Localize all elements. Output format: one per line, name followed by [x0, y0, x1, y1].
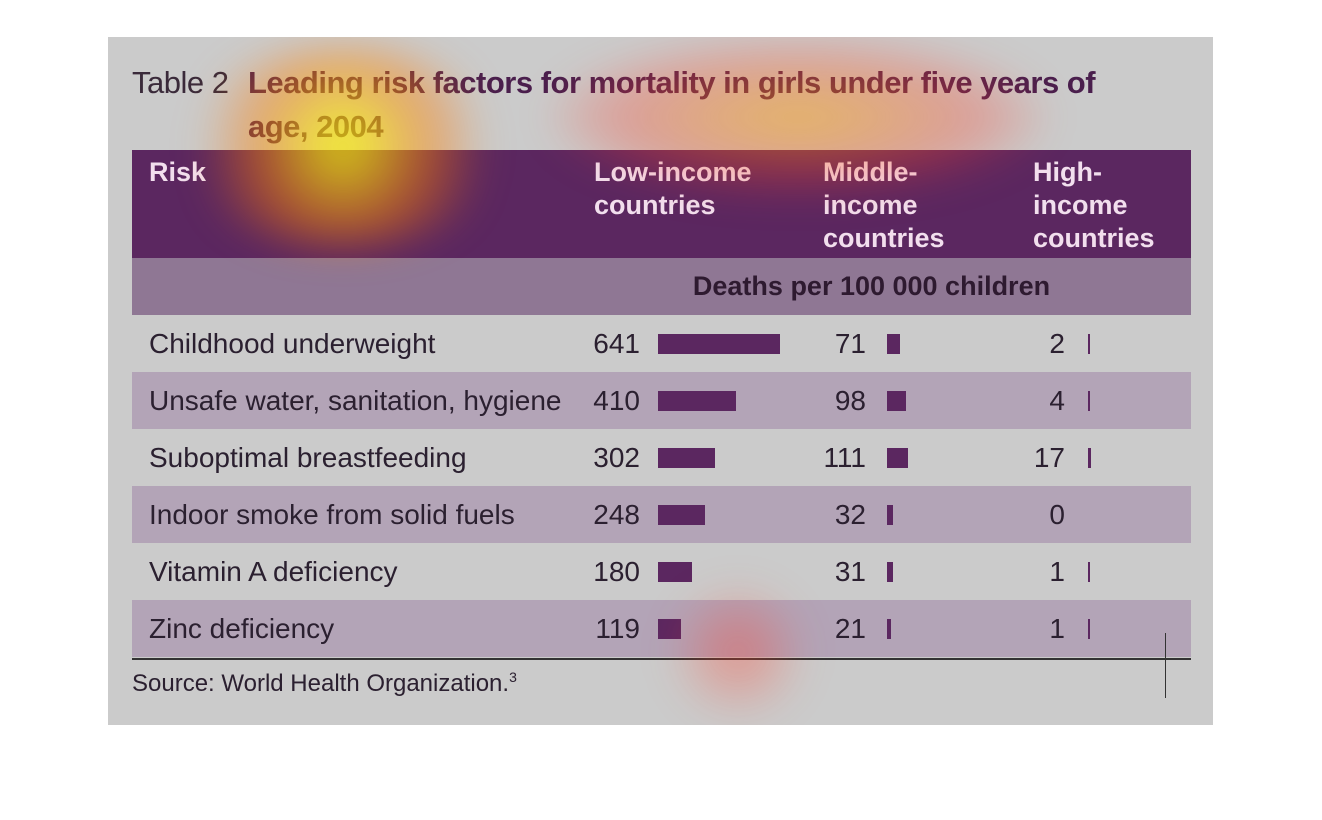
value-bar — [658, 334, 780, 354]
table-row: Indoor smoke from solid fuels 248 32 0 — [132, 486, 1191, 543]
risk-label: Vitamin A deficiency — [149, 556, 398, 587]
risk-label: Childhood underweight — [149, 328, 436, 359]
unit-row: Deaths per 100 000 children — [132, 258, 1191, 315]
value-cell: 1 — [1049, 613, 1065, 644]
table-row: Suboptimal breastfeeding 302 111 17 — [132, 429, 1191, 486]
risk-label: Suboptimal breastfeeding — [149, 442, 467, 473]
table-row: Childhood underweight 641 71 2 — [132, 315, 1191, 372]
header-row: Risk Low-income countries Middle-income co… — [132, 150, 1191, 258]
value-cell: 248 — [593, 499, 640, 530]
table-title: Leading risk factors for mortality in gi… — [248, 65, 1096, 144]
value-bar — [1088, 619, 1090, 639]
value-bar — [887, 619, 891, 639]
table-row: Zinc deficiency 119 21 1 — [132, 600, 1191, 657]
value-cell: 641 — [593, 328, 640, 359]
value-bar — [887, 448, 909, 468]
value-cell: 17 — [1033, 442, 1065, 473]
value-bar — [887, 391, 906, 411]
column-header: Risk — [149, 157, 207, 187]
value-cell: 111 — [823, 442, 866, 473]
value-bar — [887, 334, 901, 354]
value-bar — [1088, 562, 1090, 582]
value-cell: 31 — [834, 556, 866, 587]
value-cell: 0 — [1049, 499, 1065, 530]
value-bar — [1088, 391, 1090, 411]
value-cell: 98 — [834, 385, 866, 416]
column-header: Low-income countries — [594, 157, 752, 220]
value-cell: 180 — [593, 556, 640, 587]
value-bar — [658, 448, 716, 468]
risk-label: Unsafe water, sanitation, hygiene — [149, 385, 562, 416]
risk-label: Indoor smoke from solid fuels — [149, 499, 515, 530]
value-bar — [887, 505, 894, 525]
table-panel: Table 2 Leading risk factors for mortali… — [108, 37, 1213, 725]
value-bar — [887, 562, 893, 582]
value-cell: 71 — [834, 328, 866, 359]
value-cell: 21 — [834, 613, 866, 644]
column-header: Middle-income countries — [823, 157, 945, 253]
cursor-line — [1165, 633, 1166, 698]
table-label: Table 2 — [132, 65, 229, 100]
value-bar — [658, 619, 681, 639]
column-header: High-income countries — [1033, 157, 1155, 253]
value-cell: 32 — [834, 499, 866, 530]
value-bar — [658, 391, 736, 411]
value-bar — [1088, 448, 1092, 468]
value-bar — [1088, 334, 1090, 354]
footnote-ref: 3 — [509, 669, 517, 685]
table-row: Unsafe water, sanitation, hygiene 410 98 4 — [132, 372, 1191, 429]
value-cell: 119 — [595, 613, 640, 644]
value-bar — [658, 562, 693, 582]
value-bar — [658, 505, 706, 525]
source-note: Source: World Health Organization.3 — [132, 669, 517, 698]
value-cell: 1 — [1049, 556, 1065, 587]
source-text: Source: World Health Organization. — [132, 670, 510, 697]
title-block: Table 2 Leading risk factors for mortali… — [132, 61, 1112, 149]
value-cell: 2 — [1049, 328, 1065, 359]
risk-label: Zinc deficiency — [149, 613, 335, 644]
value-cell: 4 — [1049, 385, 1065, 416]
value-cell: 410 — [593, 385, 640, 416]
unit-label: Deaths per 100 000 children — [692, 271, 1051, 301]
table-row: Vitamin A deficiency 180 31 1 — [132, 543, 1191, 600]
value-cell: 302 — [593, 442, 640, 473]
bottom-rule — [132, 658, 1191, 660]
